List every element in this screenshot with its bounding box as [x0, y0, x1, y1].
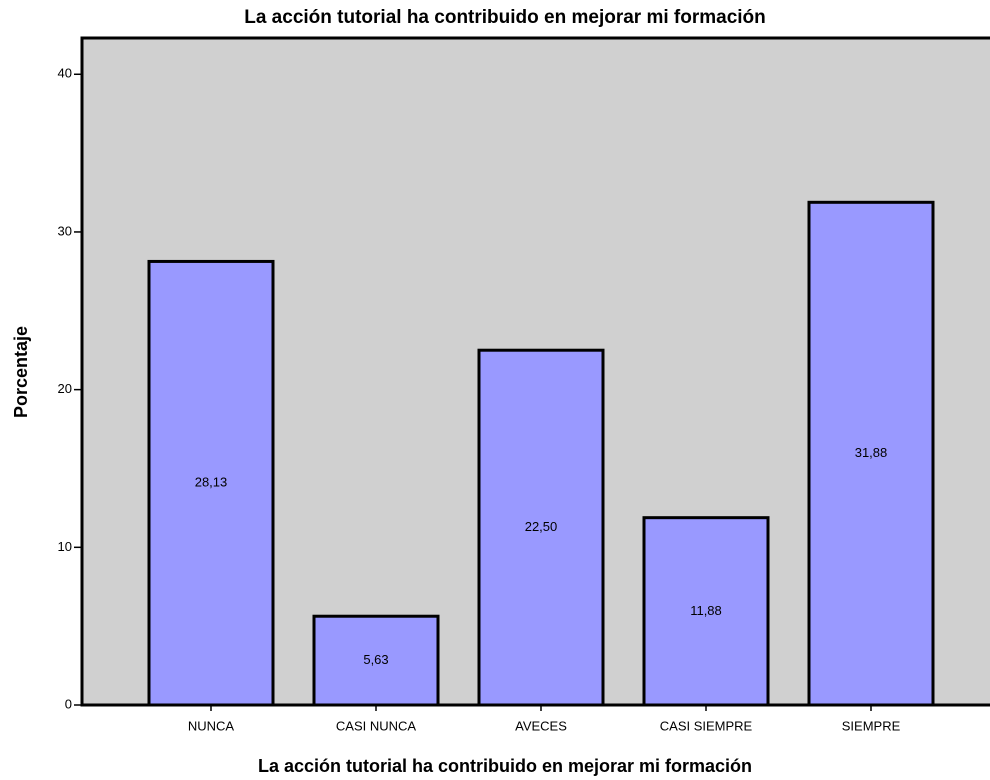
- x-tick-label: CASI NUNCA: [336, 718, 417, 733]
- x-tick-label: AVECES: [515, 718, 567, 733]
- bar: [642, 516, 770, 707]
- value-label: 22,50: [525, 519, 558, 534]
- y-tick-label: 20: [58, 381, 72, 396]
- x-tick-label: SIEMPRE: [842, 718, 901, 733]
- y-tick-label: 40: [58, 66, 72, 81]
- bar: [147, 259, 275, 707]
- y-axis-title: Porcentaje: [11, 326, 31, 418]
- bar: [477, 348, 605, 707]
- value-label: 5,63: [363, 652, 388, 667]
- value-label: 11,88: [690, 603, 722, 618]
- value-label: 28,13: [195, 475, 228, 490]
- bar: [807, 200, 935, 707]
- x-axis-title: La acción tutorial ha contribuido en mej…: [258, 756, 752, 776]
- value-label: 31,88: [855, 445, 888, 460]
- y-tick-label: 10: [58, 539, 72, 554]
- y-tick-label: 0: [65, 696, 72, 711]
- y-tick-label: 30: [58, 223, 72, 238]
- x-tick-label: NUNCA: [188, 718, 235, 733]
- chart-title: La acción tutorial ha contribuido en mej…: [244, 7, 766, 28]
- x-tick-label: CASI SIEMPRE: [660, 718, 753, 733]
- bar: [312, 614, 440, 707]
